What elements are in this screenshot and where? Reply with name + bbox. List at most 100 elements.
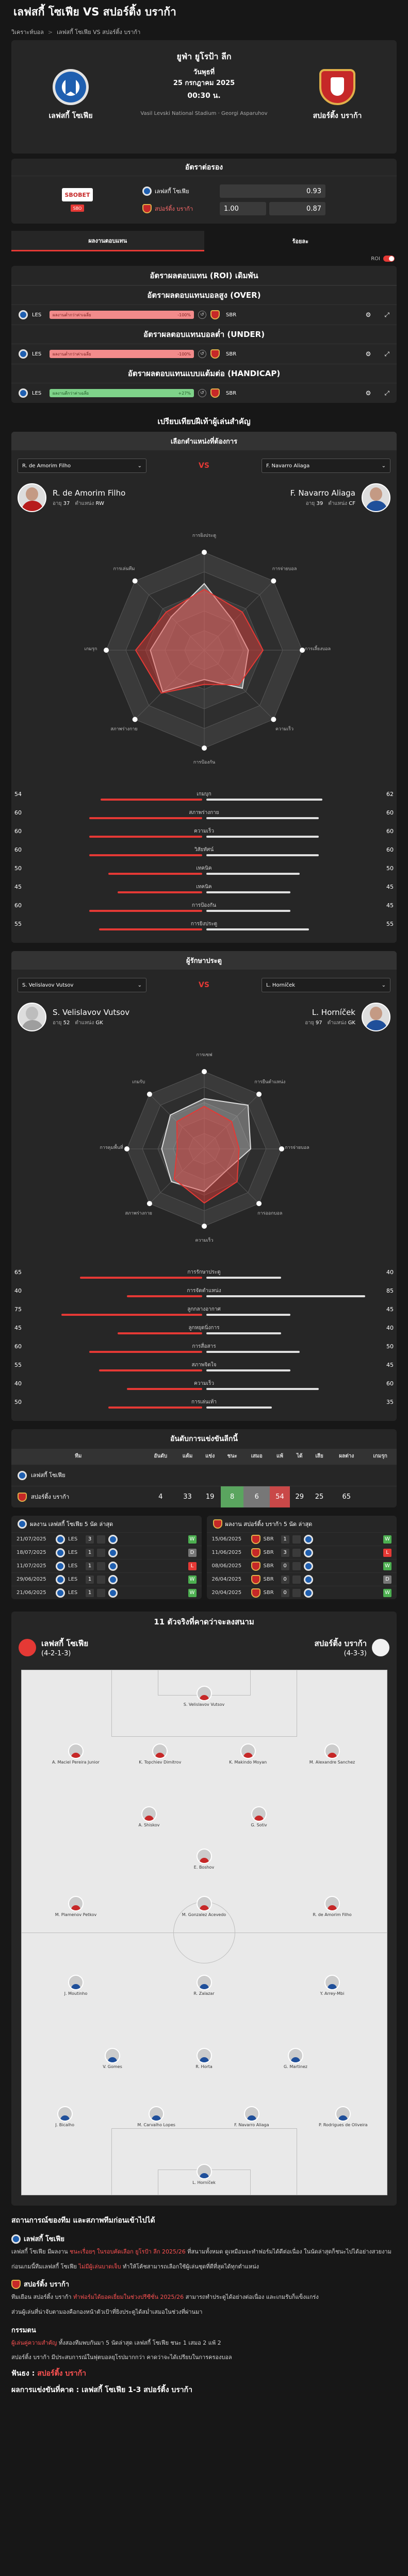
home-player[interactable]: A. Shiskov (121, 1806, 177, 1827)
away-player[interactable]: G. Martinez (267, 2048, 324, 2069)
stat-left-value: 65 (14, 1268, 22, 1276)
stat-left-track (14, 1332, 202, 1336)
away-player[interactable]: F. Navarro Aliaga (223, 2106, 280, 2127)
away-player[interactable]: P. Rodrigues de Oliveira (315, 2106, 371, 2127)
home-form-card: ผลงาน เลฟสกี้ โซเฟีย 5 นัด ล่าสุด 21/07/… (11, 1516, 202, 1599)
table-header-cell: ชนะ (221, 1449, 244, 1464)
stat-left-track (14, 873, 202, 877)
form-row[interactable]: 08/06/2025 SBR 0 W (206, 1559, 397, 1572)
home-player[interactable]: G. Sotiv (231, 1806, 287, 1827)
roi-toggle[interactable]: ROI (11, 251, 397, 266)
away-player[interactable]: J. Moutinho (47, 1974, 104, 1996)
form-row[interactable]: 21/07/2025 LES 3 W (11, 1532, 202, 1546)
radar-axis-dot (279, 1146, 284, 1151)
home-player[interactable]: R. de Amorim Filho (304, 1895, 361, 1917)
stat-label: การรักษาประตู (187, 1269, 221, 1275)
form-result-badge: D (383, 1575, 391, 1584)
info-icon[interactable]: ↺ (198, 389, 206, 397)
bookmaker: SBOBET SBO (21, 188, 134, 212)
team-mini-crest-icon (56, 1561, 65, 1571)
info-icon[interactable]: ↺ (198, 311, 206, 319)
tools-icon[interactable]: ⚙ (365, 350, 371, 358)
away-player[interactable]: L. Horníček (176, 2163, 233, 2185)
stat-label: เกมบุก (197, 791, 211, 797)
lineup-title: 11 ตัวจริงที่คาดว่าจะลงสนาม (154, 1617, 254, 1626)
away-player[interactable]: Y. Arrey-Mbi (304, 1974, 361, 1996)
odds-handicap-value[interactable]: 1.00 (220, 202, 266, 215)
stat-left-track (14, 928, 202, 933)
home-player[interactable]: K. Makindo Moyan (220, 1743, 276, 1765)
odds-home-value[interactable]: 0.93 (220, 184, 325, 198)
form-date: 29/06/2025 (17, 1577, 46, 1582)
away-player[interactable]: R. Horta (176, 2048, 233, 2069)
tools-icon[interactable]: ⚙ (365, 389, 371, 397)
stat-line: 40 ความเร็ว 60 (14, 1379, 394, 1388)
form-row[interactable]: 20/04/2025 SBR 0 W (206, 1586, 397, 1599)
opponent-crest-icon (108, 1534, 118, 1544)
stat-right-bar (206, 799, 322, 801)
stat-right-bar (206, 854, 319, 856)
away-player[interactable]: M. Carvalho Lopes (128, 2106, 185, 2127)
home-player[interactable]: S. Velislavov Vutsov (176, 1685, 233, 1707)
stat-bars (14, 928, 394, 933)
form-row[interactable]: 11/06/2025 SBR 3 L (206, 1546, 397, 1559)
form-row[interactable]: 21/06/2025 LES 1 W (11, 1586, 202, 1599)
form-row[interactable]: 26/04/2025 SBR 0 D (206, 1572, 397, 1586)
form-score: 0 (281, 1575, 289, 1584)
bookmaker-logo[interactable]: SBOBET (62, 188, 93, 201)
stat-left-bar (108, 1406, 202, 1409)
info-icon[interactable]: ↺ (198, 350, 206, 358)
toggle-switch-icon[interactable] (383, 256, 395, 262)
tab-roi[interactable]: ผลงานตอบแทน (11, 231, 204, 251)
tools-icon[interactable]: ⚙ (365, 311, 371, 318)
left-player-select[interactable]: S. Velislavov Vutsov ⌄ (18, 978, 146, 992)
stat-left-value: 45 (14, 1324, 22, 1331)
form-row[interactable]: 18/07/2025 LES 1 D (11, 1546, 202, 1559)
right-player-select[interactable]: F. Navarro Aliaga ⌄ (262, 459, 390, 473)
away-mini-crest-icon (18, 1492, 27, 1502)
right-player-select[interactable]: L. Horníček ⌄ (262, 978, 390, 992)
expand-icon[interactable]: ⤢ (384, 389, 389, 397)
away-player[interactable]: J. Bicalho (37, 2106, 93, 2127)
odds-away-value[interactable]: 0.87 (269, 202, 325, 215)
stat-right-track (206, 1314, 394, 1318)
expand-icon[interactable]: ⤢ (384, 350, 389, 358)
away-player[interactable]: R. Zalazar (176, 1974, 233, 1996)
home-player[interactable]: M. Plamenov Petkov (47, 1895, 104, 1917)
form-score: 1 (86, 1588, 94, 1597)
player-avatar-icon (68, 1974, 84, 1990)
left-player-select[interactable]: R. de Amorim Filho ⌄ (18, 459, 146, 473)
stat-left-bar (117, 891, 202, 893)
home-player[interactable]: M. Alexandre Sanchez (304, 1743, 361, 1765)
team-mini-crest-icon (251, 1588, 260, 1598)
home-player[interactable]: M. Gonzalez Acevedo (176, 1895, 233, 1917)
home-player[interactable]: A. Maciel Pereira Junior (47, 1743, 104, 1765)
chevron-down-icon: ⌄ (381, 982, 386, 988)
form-row[interactable]: 29/06/2025 LES 1 W (11, 1572, 202, 1586)
form-result-badge: W (383, 1535, 391, 1544)
home-team: เลฟสกี้ โซเฟีย (11, 50, 130, 154)
home-player[interactable]: E. Boshov (176, 1848, 233, 1870)
away-mini-crest-icon (213, 1519, 222, 1529)
away-player[interactable]: V. Gomes (84, 2048, 141, 2069)
team-mini-crest-icon (56, 1588, 65, 1598)
stat-row: 60 สภาพร่างกาย 60 (11, 808, 397, 826)
home-player[interactable]: K. Topchiev Dimitrov (132, 1743, 188, 1765)
stat-row: 55 การยิงประตู 55 (11, 919, 397, 938)
breadcrumb-home[interactable]: วิเคราะห์บอล (11, 29, 44, 36)
stat-right-bar (206, 1277, 281, 1279)
form-row[interactable]: 15/06/2025 SBR 1 W (206, 1532, 397, 1546)
form-team-abbr: LES (68, 1536, 78, 1542)
form-date: 21/06/2025 (17, 1590, 46, 1596)
text: ทำให้โค้ชสามารถเลือกใช้ผู้เล่นชุดที่ดีที… (123, 2263, 259, 2270)
stat-line: 54 เกมบุก 62 (14, 789, 394, 799)
tab-percent[interactable]: ร้อยละ (204, 231, 397, 251)
team-mini-crest-icon (251, 1534, 260, 1544)
form-row[interactable]: 11/07/2025 LES 1 L (11, 1559, 202, 1572)
stat-line: 60 การสื่อสาร 50 (14, 1342, 394, 1351)
expand-icon[interactable]: ⤢ (384, 311, 389, 318)
stat-right-track (206, 817, 394, 821)
stat-bars (14, 1295, 394, 1299)
form-score-opponent (97, 1535, 105, 1544)
radar-label: การจ่ายบอล (285, 1145, 309, 1150)
